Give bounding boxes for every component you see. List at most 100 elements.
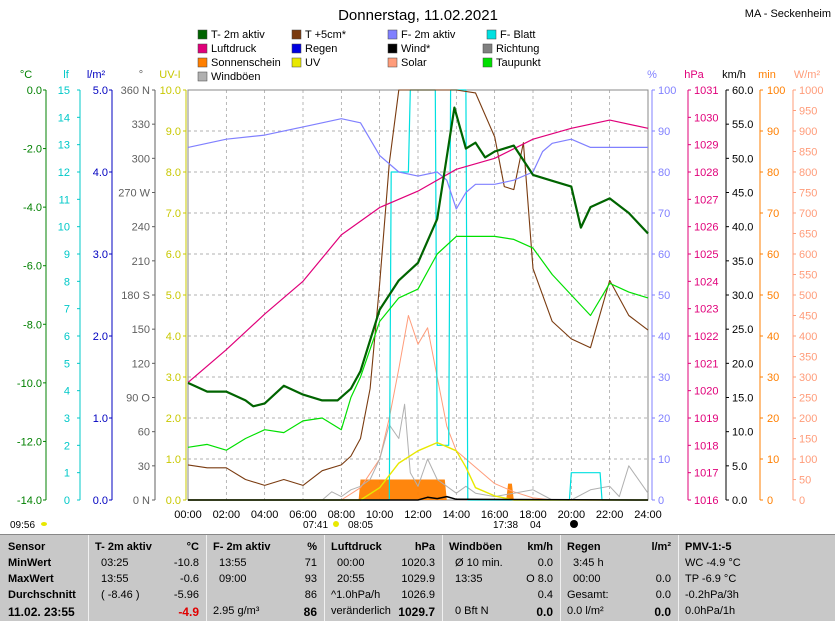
tick-label: 6 bbox=[64, 331, 70, 343]
tick-label: 35.0 bbox=[732, 256, 753, 268]
time-tick-label: 10:00 bbox=[366, 509, 394, 521]
series-wind bbox=[188, 495, 649, 501]
tick-label: 100 bbox=[767, 85, 785, 97]
time-tick-label: 24:00 bbox=[634, 509, 662, 521]
table-cell: 1020.3 bbox=[401, 557, 435, 569]
table-cell: WC -4.9 °C bbox=[685, 557, 741, 569]
table-cell: 00:00 bbox=[337, 557, 365, 569]
tick-label: 1024 bbox=[694, 276, 718, 288]
station-name: MA - Seckenheim bbox=[745, 8, 831, 20]
tick-label: 1.0 bbox=[166, 454, 181, 466]
table-col-sensor: Sensor MinWert MaxWert Durchschnitt 11.0… bbox=[0, 535, 88, 621]
legend-label: F- 2m aktiv bbox=[401, 29, 456, 41]
tick-label: 80 bbox=[767, 167, 779, 179]
time-tick-label: 04:00 bbox=[251, 509, 279, 521]
current-gust: 0.0 bbox=[536, 605, 553, 619]
moonrise-time: 09:56 bbox=[10, 520, 35, 531]
tick-label: 300 bbox=[799, 372, 817, 384]
legend-swatch bbox=[482, 57, 493, 68]
tick-label: 45.0 bbox=[732, 188, 753, 200]
time-tick-label: 00:00 bbox=[174, 509, 202, 521]
tick-label: 4.0 bbox=[93, 167, 108, 179]
time-tick-label: 18:00 bbox=[519, 509, 547, 521]
series-t-2m-aktiv bbox=[187, 106, 649, 408]
tick-label: 900 bbox=[799, 126, 817, 138]
tick-label: 600 bbox=[799, 249, 817, 261]
axis-unit-uv: UV-I bbox=[159, 69, 180, 81]
axis-unit-lf: lf bbox=[63, 69, 69, 81]
legend-label: T +5cm* bbox=[305, 29, 347, 41]
tick-label: 100 bbox=[658, 85, 676, 97]
axis-unit-wind: km/h bbox=[722, 69, 746, 81]
tick-label: 1027 bbox=[694, 194, 718, 206]
table-cell: O 8.0 bbox=[526, 573, 553, 585]
legend-swatch bbox=[197, 29, 208, 40]
tick-label: 60 bbox=[138, 427, 150, 439]
tick-label: 70 bbox=[658, 208, 670, 220]
tick-label: 50 bbox=[799, 475, 811, 487]
tick-label: 30.0 bbox=[732, 290, 753, 302]
legend-swatch bbox=[291, 57, 302, 68]
table-unit: % bbox=[307, 541, 317, 553]
table-cell: ( -8.46 ) bbox=[101, 589, 140, 601]
tick-label: 90 bbox=[767, 126, 779, 138]
tick-label: 650 bbox=[799, 229, 817, 241]
tick-label: -4.0 bbox=[23, 202, 42, 214]
tick-label: 13 bbox=[58, 140, 70, 152]
legend-label: Wind* bbox=[401, 43, 431, 55]
table-cell: 13:55 bbox=[101, 573, 129, 585]
tick-label: 80 bbox=[658, 167, 670, 179]
tick-label: 0.0 bbox=[27, 85, 42, 97]
axis-unit-pressure: hPa bbox=[684, 69, 704, 81]
tick-label: 1030 bbox=[694, 112, 718, 124]
tick-label: 10 bbox=[58, 222, 70, 234]
tick-label: 1028 bbox=[694, 167, 718, 179]
tick-label: 50.0 bbox=[732, 153, 753, 165]
time-tick-label: 06:00 bbox=[289, 509, 317, 521]
tick-label: 25.0 bbox=[732, 324, 753, 336]
current-humidity: 86 bbox=[303, 605, 317, 619]
table-cell: TP -6.9 °C bbox=[685, 573, 737, 585]
table-header: PMV-1:-5 bbox=[685, 541, 732, 553]
legend-swatch bbox=[387, 57, 398, 68]
tick-label: 360 N bbox=[121, 85, 150, 97]
moon-icon bbox=[570, 520, 578, 528]
tick-label: 270 W bbox=[118, 188, 150, 200]
sun-icon bbox=[333, 521, 339, 527]
legend-swatch bbox=[486, 29, 497, 40]
legend-swatch bbox=[197, 43, 208, 54]
table-unit: °C bbox=[186, 541, 199, 553]
table-col-pressure: Luftdruck hPa 00:00 1020.3 20:55 1029.9 … bbox=[324, 535, 443, 621]
current-rain: 0.0 bbox=[654, 605, 671, 619]
tick-label: 11 bbox=[59, 194, 70, 206]
legend-label: UV bbox=[305, 57, 321, 69]
table-cell: 2.95 g/m³ bbox=[213, 605, 260, 617]
time-tick-label: 20:00 bbox=[558, 509, 586, 521]
axis-unit-rain: l/m² bbox=[87, 69, 106, 81]
table-cell: 1026.9 bbox=[401, 589, 435, 601]
axis-unit-humidity: % bbox=[647, 69, 657, 81]
series-t-5cm bbox=[187, 89, 649, 486]
tick-label: 10.0 bbox=[160, 85, 181, 97]
table-header: F- 2m aktiv bbox=[213, 541, 271, 553]
table-cell: ^1.0hPa/h bbox=[331, 589, 381, 601]
tick-label: 250 bbox=[799, 393, 817, 405]
tick-label: 300 bbox=[132, 153, 150, 165]
table-header: Regen bbox=[567, 541, 601, 553]
tick-label: 1031 bbox=[694, 85, 718, 97]
tick-label: 10 bbox=[658, 454, 670, 466]
tick-label: 0 bbox=[658, 495, 664, 507]
tick-label: 30 bbox=[658, 372, 670, 384]
tick-label: 2.0 bbox=[166, 413, 181, 425]
tick-label: 850 bbox=[799, 147, 817, 159]
tick-label: 120 bbox=[132, 358, 150, 370]
tick-label: 4 bbox=[64, 386, 70, 398]
tick-label: 20.0 bbox=[732, 358, 753, 370]
row-label: 11.02. 23:55 bbox=[8, 605, 75, 619]
legend-label: Richtung bbox=[496, 43, 539, 55]
tick-label: 40 bbox=[767, 331, 779, 343]
table-cell: 0 Bft N bbox=[455, 605, 489, 617]
tick-label: 1016 bbox=[694, 495, 718, 507]
legend-swatch bbox=[291, 29, 302, 40]
legend-swatch bbox=[197, 71, 208, 82]
